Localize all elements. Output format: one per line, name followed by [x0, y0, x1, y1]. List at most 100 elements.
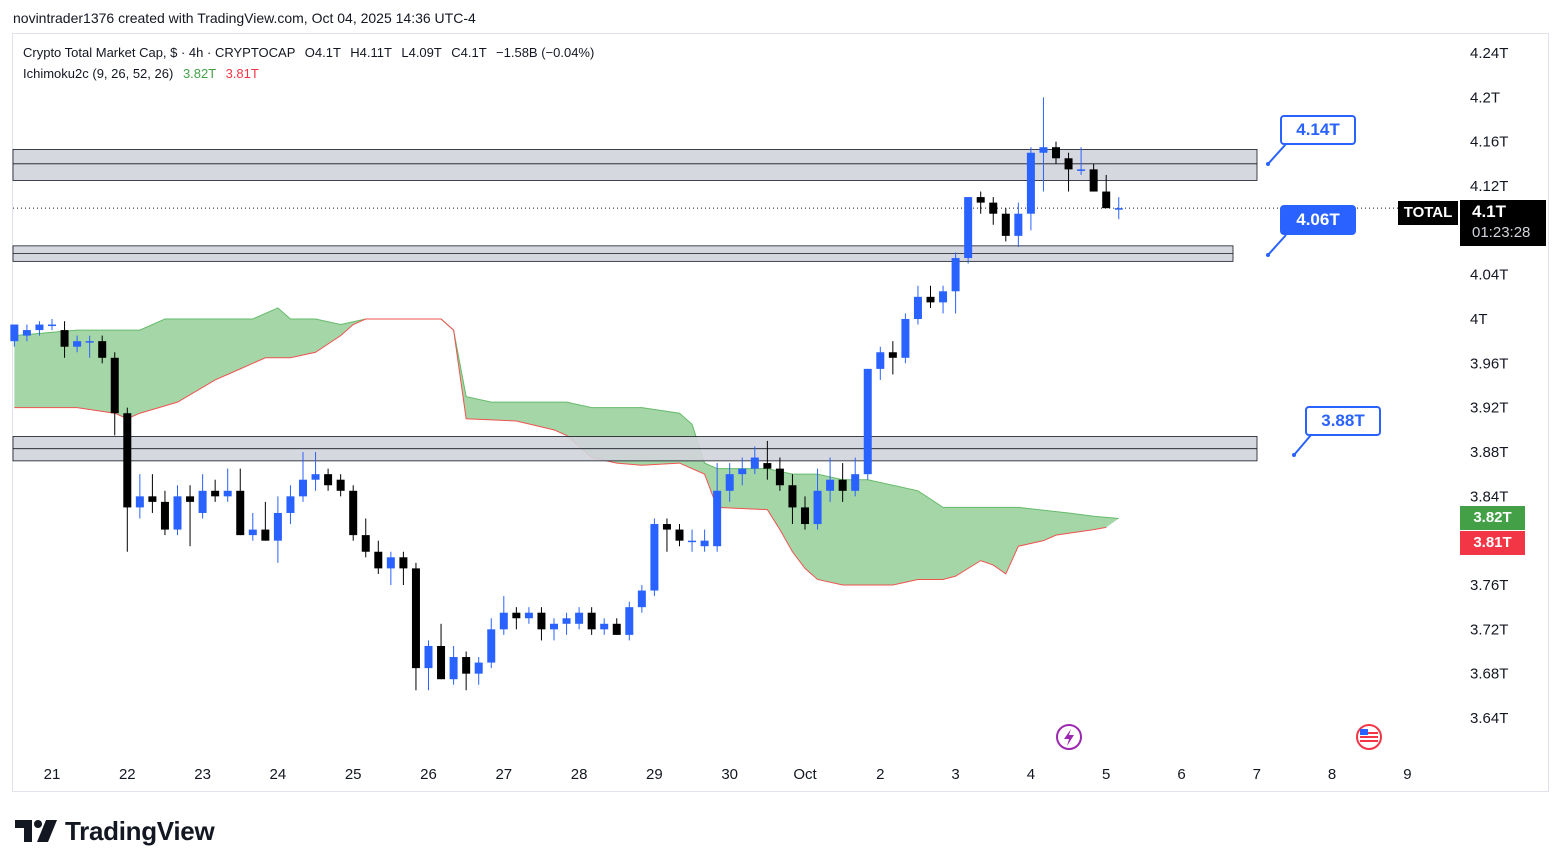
time-tick-label: 3 — [951, 766, 959, 783]
candle-body — [1102, 191, 1111, 209]
candle-body — [135, 496, 144, 508]
lead2-price-tag: 3.81T — [1460, 531, 1525, 555]
candle-body — [650, 524, 659, 591]
lightning-icon[interactable] — [1056, 724, 1082, 750]
symbol-legend[interactable]: Crypto Total Market Cap, $ · 4h · CRYPTO… — [23, 45, 594, 60]
price-tick-label: 3.76T — [1470, 577, 1508, 594]
callout-pointer-line — [1293, 434, 1312, 456]
candle-body — [349, 490, 358, 536]
candle-body — [186, 496, 195, 502]
callout-anchor-dot — [1266, 162, 1270, 166]
candle-body — [462, 657, 471, 674]
candle-body — [713, 490, 722, 547]
price-tick-label: 4T — [1470, 311, 1488, 328]
candle-body — [10, 324, 19, 342]
bar-countdown: 01:23:28 — [1472, 224, 1531, 241]
candle-body — [223, 490, 232, 497]
price-tick-label: 3.64T — [1470, 710, 1508, 727]
cloud-fill — [14, 307, 1119, 585]
candle-body — [876, 352, 885, 369]
price-tick-label: 3.88T — [1470, 444, 1508, 461]
indicator-legend[interactable]: Ichimoku2c (9, 26, 52, 26) 3.82T 3.81T — [23, 66, 259, 81]
candle-body — [600, 623, 609, 630]
price-axis: 4.24T 4.2T 4.16T 4.12T 4.04T 4T 3.96T 3.92T 3.88… — [1470, 45, 1508, 727]
candle-body — [788, 485, 797, 508]
ohlc-close: C4.1T — [451, 45, 487, 60]
candle-body — [449, 657, 458, 680]
candle-body — [989, 202, 998, 214]
candle-body — [976, 197, 985, 203]
candle-body — [637, 590, 646, 608]
candle-body — [801, 507, 809, 525]
time-tick-label: 9 — [1403, 766, 1411, 783]
candle-body — [888, 352, 897, 358]
time-tick-label: 27 — [495, 766, 512, 783]
candle-body — [1052, 147, 1060, 159]
candle-body — [826, 479, 835, 491]
candle-body — [73, 341, 82, 347]
candle-body — [261, 529, 270, 541]
candle-body — [625, 607, 634, 635]
candle-body — [386, 557, 395, 569]
candle-body — [562, 618, 571, 624]
candle-body — [123, 413, 132, 508]
candle-body — [951, 258, 960, 292]
time-tick-label: 26 — [420, 766, 437, 783]
price-tick-label: 4.12T — [1470, 178, 1508, 195]
candle-body — [160, 501, 169, 530]
us-flag-icon[interactable] — [1356, 724, 1382, 750]
ichimoku-cloud — [14, 307, 1119, 586]
candle-body — [499, 612, 508, 630]
candle-body — [775, 468, 784, 486]
candle-body — [399, 557, 408, 569]
candle-body — [926, 296, 935, 303]
time-tick-label: 25 — [345, 766, 362, 783]
candle-body — [575, 612, 584, 624]
candle-body — [851, 474, 860, 491]
time-tick-label: 30 — [721, 766, 738, 783]
indicator-title: Ichimoku2c (9, 26, 52, 26) — [23, 66, 174, 81]
candle-body — [336, 479, 345, 491]
candle-body — [688, 540, 697, 543]
price-tick-label: 3.72T — [1470, 621, 1508, 638]
support-resistance-zones — [12, 149, 1258, 462]
candle-body — [22, 330, 31, 336]
callout-anchor-dot — [1266, 253, 1270, 257]
candle-body — [738, 468, 747, 475]
candle-body — [524, 612, 533, 619]
cloud-lead-2-line — [14, 318, 1107, 586]
callout-pointer-line — [1267, 143, 1287, 165]
callout-lower-zone[interactable]: 3.88T — [1305, 406, 1381, 436]
chart-frame[interactable] — [12, 33, 1549, 792]
candle-body — [1114, 208, 1123, 210]
candle-body — [474, 662, 483, 674]
time-tick-label: 29 — [646, 766, 663, 783]
candle-body — [763, 463, 772, 469]
candle-body — [110, 357, 119, 414]
candle-body — [273, 512, 282, 541]
price-tick-label: 4.04T — [1470, 267, 1508, 284]
callout-upper-zone[interactable]: 4.14T — [1280, 115, 1356, 145]
candle-body — [675, 529, 684, 541]
indicator-value-2: 3.81T — [225, 66, 259, 81]
time-tick-label: Oct — [793, 766, 817, 783]
time-tick-label: 23 — [194, 766, 211, 783]
candle-body — [700, 540, 709, 547]
candle-body — [85, 341, 94, 343]
tradingview-wordmark: TradingView — [65, 815, 215, 846]
zone-rect — [12, 149, 1258, 181]
lead1-price-tag: 3.82T — [1460, 506, 1525, 530]
candle-body — [813, 490, 822, 525]
time-tick-label: 8 — [1328, 766, 1336, 783]
candle-body — [964, 197, 973, 259]
candle-body — [173, 496, 182, 530]
time-tick-label: 21 — [44, 766, 61, 783]
callout-pointers — [1266, 143, 1312, 457]
candle-body — [550, 623, 558, 630]
tradingview-logo[interactable]: TradingView — [15, 815, 215, 846]
candle-body — [725, 474, 734, 491]
callout-middle-zone[interactable]: 4.06T — [1280, 205, 1356, 235]
candle-body — [901, 319, 910, 358]
candle-body — [1077, 169, 1086, 171]
